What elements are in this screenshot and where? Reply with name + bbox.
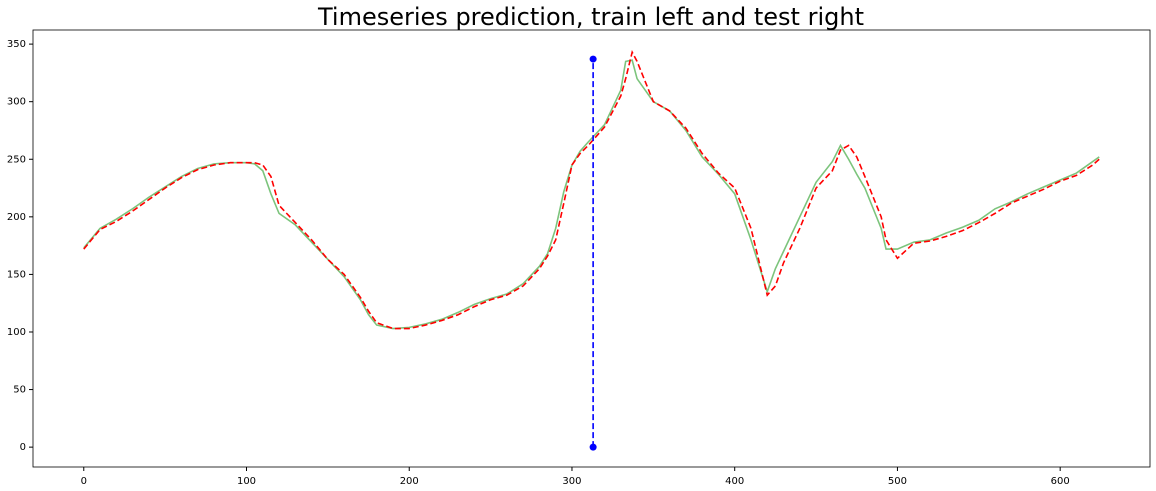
x-tick-label: 200 bbox=[400, 476, 419, 487]
x-tick-label: 400 bbox=[725, 476, 744, 487]
x-tick-label: 0 bbox=[81, 476, 87, 487]
y-tick-label: 150 bbox=[7, 269, 26, 280]
y-tick-label: 0 bbox=[20, 442, 26, 453]
y-tick-label: 250 bbox=[7, 154, 26, 165]
x-tick-label: 500 bbox=[888, 476, 907, 487]
plot-frame bbox=[32, 29, 1151, 468]
y-tick-label: 350 bbox=[7, 39, 26, 50]
series-line bbox=[83, 59, 1100, 330]
chart-title: Timeseries prediction, train left and te… bbox=[317, 3, 864, 31]
x-tick-label: 600 bbox=[1051, 476, 1070, 487]
y-tick-label: 200 bbox=[7, 212, 26, 223]
series-line bbox=[83, 49, 1100, 330]
x-tick-label: 100 bbox=[237, 476, 256, 487]
y-tick-label: 50 bbox=[13, 385, 26, 396]
x-tick-label: 300 bbox=[562, 476, 581, 487]
y-tick-label: 300 bbox=[7, 97, 26, 108]
series-marker bbox=[589, 55, 597, 63]
series-marker bbox=[589, 443, 597, 451]
y-tick-label: 100 bbox=[7, 327, 26, 338]
